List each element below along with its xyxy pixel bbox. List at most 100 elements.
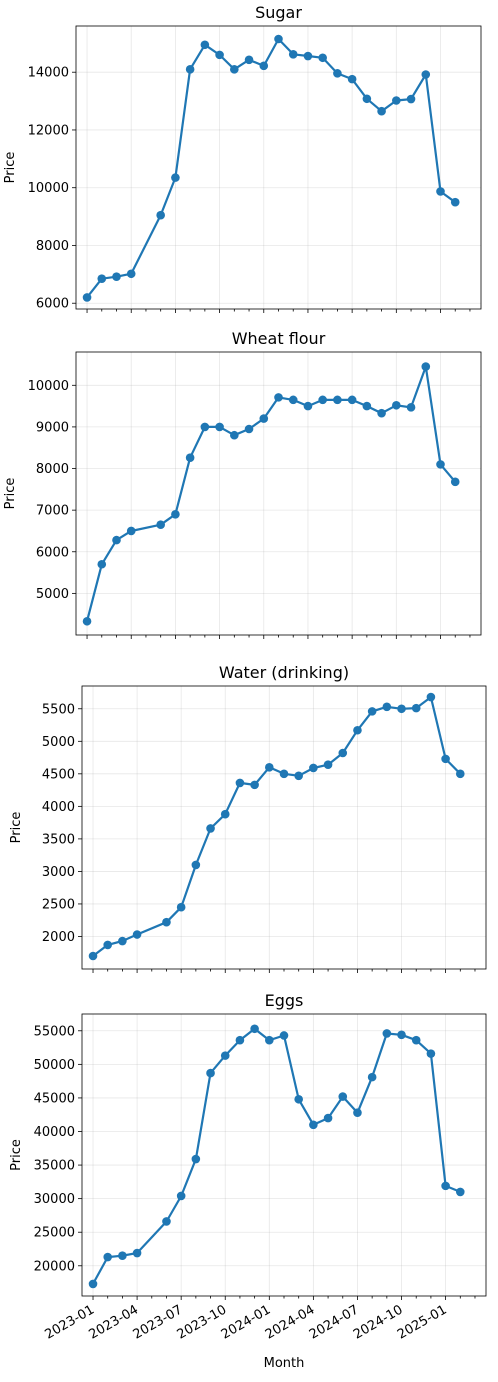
data-point [441,755,450,764]
chart-title: Eggs [265,991,304,1010]
data-point [133,1249,142,1258]
data-point [280,770,289,779]
y-tick-label: 5000 [36,587,69,602]
data-point [289,50,298,59]
data-point [97,274,106,283]
data-point [265,1036,274,1045]
data-point [259,414,268,423]
data-point [451,478,460,487]
data-point [192,861,201,870]
data-point [245,425,254,434]
y-tick-label: 2000 [42,930,75,945]
data-point [412,1036,421,1045]
data-point [353,726,362,735]
data-point [206,824,215,833]
y-tick-label: 55000 [34,1024,75,1039]
data-point [274,393,283,402]
chart-title: Sugar [255,3,302,22]
data-point [421,362,430,371]
x-tick-label: 2024-04 [263,1302,318,1342]
data-point [118,1251,127,1260]
data-point [441,1182,450,1191]
data-point [348,396,357,405]
data-point [427,1049,436,1058]
data-point [412,704,421,713]
data-point [338,1092,347,1101]
series-line [93,697,460,956]
data-point [324,760,333,769]
data-point [103,1253,112,1262]
data-point [206,1069,215,1078]
plot-frame [82,686,486,969]
data-point [333,396,342,405]
data-point [392,96,401,105]
data-point [407,403,416,412]
y-tick-label: 10000 [28,181,69,196]
y-tick-label: 25000 [34,1226,75,1241]
data-point [156,520,165,529]
data-point [162,918,171,927]
y-tick-label: 5000 [42,735,75,750]
data-point [201,40,210,49]
data-point [112,536,121,545]
data-point [427,693,436,702]
data-point [377,107,386,116]
data-point [177,903,186,912]
data-point [192,1155,201,1164]
y-tick-label: 12000 [28,123,69,138]
data-point [421,70,430,79]
data-point [353,1108,362,1117]
y-tick-label: 20000 [34,1259,75,1274]
data-point [338,749,347,758]
data-point [133,930,142,939]
data-point [259,62,268,71]
y-axis-label: Price [9,1139,24,1171]
data-point [368,707,377,716]
y-tick-label: 30000 [34,1192,75,1207]
data-point [250,1024,259,1033]
data-point [118,937,127,946]
data-point [236,779,245,788]
data-point [230,65,239,74]
data-point [89,952,98,961]
data-point [280,1031,289,1040]
data-point [201,423,210,432]
data-point [392,401,401,410]
y-tick-label: 2500 [42,897,75,912]
data-point [397,704,406,713]
x-tick-label: 2024-10 [351,1302,406,1342]
y-tick-label: 6000 [36,545,69,560]
y-tick-label: 40000 [34,1125,75,1140]
data-point [456,1188,465,1197]
y-tick-label: 7000 [36,504,69,519]
y-axis-label: Price [9,812,24,844]
data-point [103,941,112,950]
y-tick-label: 10000 [28,379,69,394]
data-point [397,1031,406,1040]
data-point [436,460,445,469]
y-tick-label: 3000 [42,865,75,880]
data-point [304,52,313,61]
data-point [265,763,274,772]
y-tick-label: 5500 [42,702,75,717]
data-point [83,617,92,626]
data-point [456,770,465,779]
data-point [451,198,460,207]
x-tick-label: 2025-01 [395,1302,450,1342]
y-tick-label: 50000 [34,1058,75,1073]
data-point [368,1073,377,1082]
data-point [383,1029,392,1038]
y-tick-label: 8000 [36,239,69,254]
data-point [221,810,230,819]
plot-frame [82,1014,486,1296]
data-point [162,1217,171,1226]
y-tick-label: 9000 [36,420,69,435]
data-point [177,1192,186,1201]
y-tick-label: 6000 [36,297,69,312]
data-point [289,396,298,405]
data-point [363,402,372,411]
y-axis-label: Price [3,478,18,510]
chart-title: Wheat flour [232,329,326,348]
data-point [186,65,195,74]
